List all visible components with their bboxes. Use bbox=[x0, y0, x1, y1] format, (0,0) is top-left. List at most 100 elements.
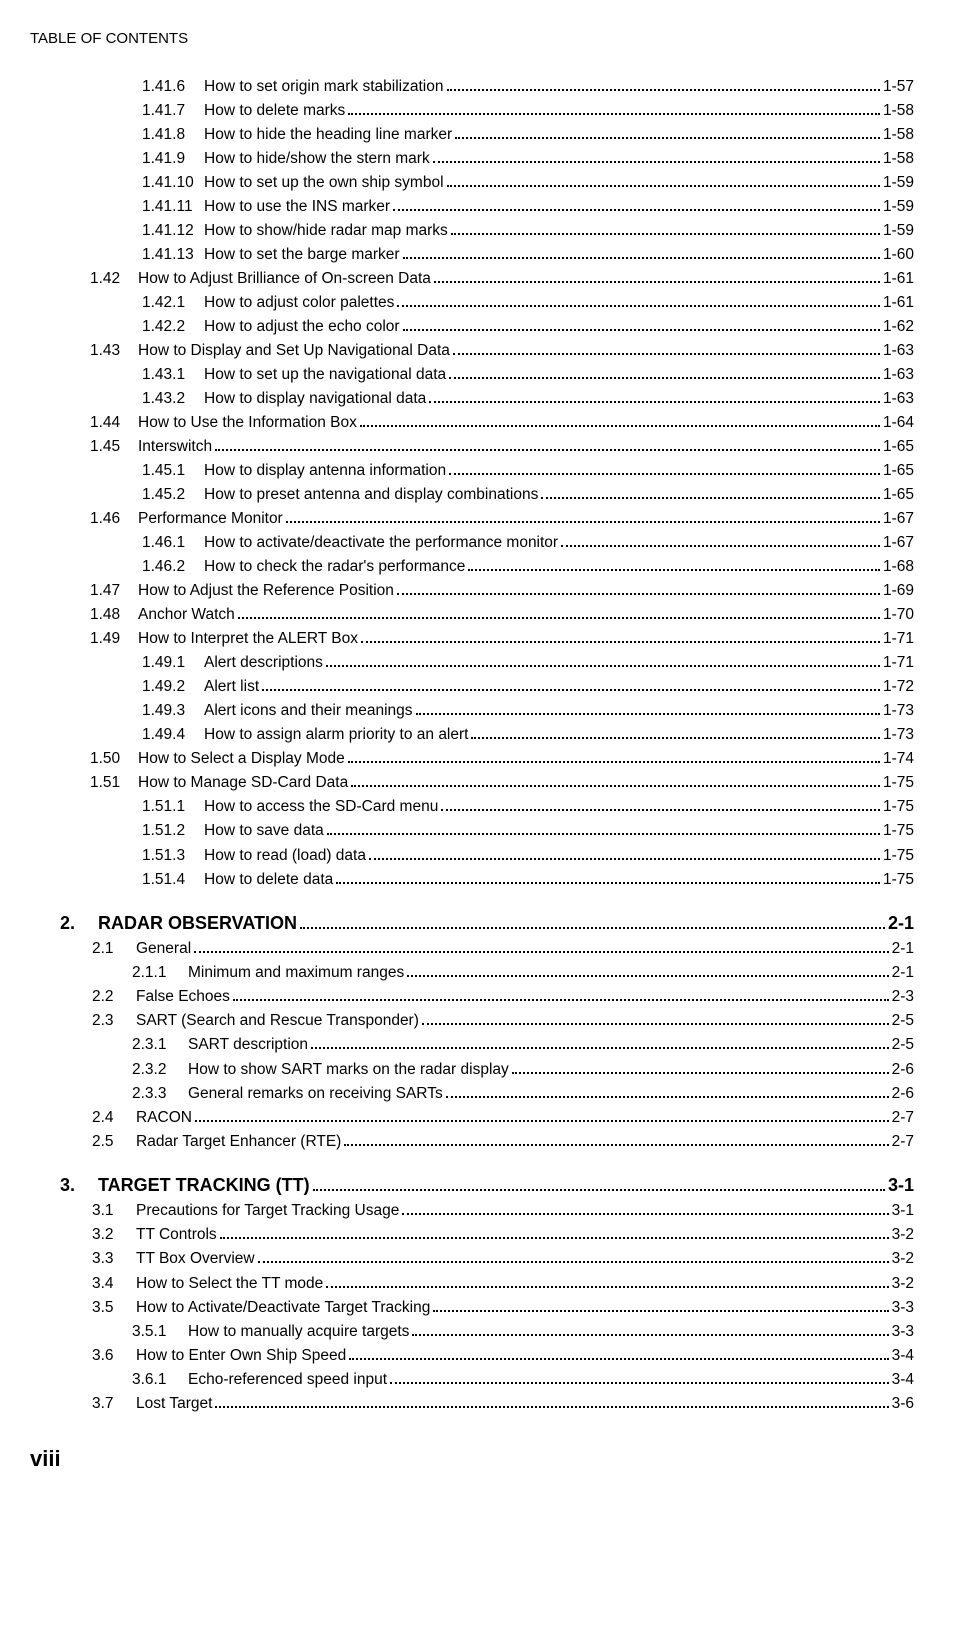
toc-leader-dots bbox=[300, 927, 885, 929]
toc-leader-dots bbox=[233, 999, 889, 1001]
toc-entry-number: 1.41.7 bbox=[142, 99, 200, 123]
toc-entry-page: 1-58 bbox=[883, 99, 914, 123]
toc-leader-dots bbox=[441, 809, 880, 811]
toc-entry-page: 2-5 bbox=[892, 1033, 914, 1057]
toc-entry-page: 2-6 bbox=[892, 1058, 914, 1082]
toc-entry-number: 1.41.13 bbox=[142, 243, 200, 267]
toc-leader-dots bbox=[327, 833, 880, 835]
toc-entry-number: 2.1 bbox=[92, 937, 132, 961]
toc-entry-number: 3.6.1 bbox=[132, 1368, 184, 1392]
toc-leader-dots bbox=[449, 473, 880, 475]
toc-entry-row: 2.1General2-1 bbox=[30, 937, 914, 961]
toc-entry-page: 1-71 bbox=[883, 651, 914, 675]
toc-entry-number: 1.47 bbox=[90, 579, 134, 603]
toc-entry-number: 3.1 bbox=[92, 1199, 132, 1223]
toc-entry-number: 1.51.1 bbox=[142, 795, 200, 819]
toc-entry-page: 1-75 bbox=[883, 844, 914, 868]
toc-entry-title: How to Display and Set Up Navigational D… bbox=[134, 339, 450, 363]
toc-entry-title: Alert descriptions bbox=[200, 651, 323, 675]
toc-entry-title: How to activate/deactivate the performan… bbox=[200, 531, 558, 555]
toc-entry-row: 1.49.3Alert icons and their meanings1-73 bbox=[30, 699, 914, 723]
toc-leader-dots bbox=[403, 329, 880, 331]
toc-chapter-row: 3.TARGET TRACKING (TT)3-1 bbox=[30, 1172, 914, 1200]
toc-entry-page: 1-64 bbox=[883, 411, 914, 435]
toc-entry-page: 1-63 bbox=[883, 363, 914, 387]
toc-leader-dots bbox=[361, 641, 880, 643]
page-header: TABLE OF CONTENTS bbox=[30, 30, 914, 47]
toc-entry-title: How to set up the navigational data bbox=[200, 363, 446, 387]
toc-entry-row: 1.51How to Manage SD-Card Data1-75 bbox=[30, 771, 914, 795]
toc-entry-row: 3.7Lost Target3-6 bbox=[30, 1392, 914, 1416]
toc-entry-number: 1.51.4 bbox=[142, 868, 200, 892]
toc-entry-title: General bbox=[132, 937, 191, 961]
toc-entry-title: How to read (load) data bbox=[200, 844, 366, 868]
toc-entry-title: TT Controls bbox=[132, 1223, 217, 1247]
toc-entry-number: 1.41.9 bbox=[142, 147, 200, 171]
toc-leader-dots bbox=[455, 137, 880, 139]
toc-entry-number: 1.41.8 bbox=[142, 123, 200, 147]
toc-entry-row: 1.49.4How to assign alarm priority to an… bbox=[30, 723, 914, 747]
toc-entry-title: Alert list bbox=[200, 675, 259, 699]
toc-entry-row: 1.41.12How to show/hide radar map marks1… bbox=[30, 219, 914, 243]
toc-entry-row: 1.47How to Adjust the Reference Position… bbox=[30, 579, 914, 603]
toc-leader-dots bbox=[258, 1261, 889, 1263]
toc-leader-dots bbox=[468, 569, 880, 571]
toc-entry-row: 3.2TT Controls3-2 bbox=[30, 1223, 914, 1247]
toc-leader-dots bbox=[351, 785, 880, 787]
toc-leader-dots bbox=[416, 713, 880, 715]
toc-entry-title: Minimum and maximum ranges bbox=[184, 961, 404, 985]
toc-entry-title: Anchor Watch bbox=[134, 603, 235, 627]
toc-entry-row: 2.1.1Minimum and maximum ranges2-1 bbox=[30, 961, 914, 985]
toc-entry-row: 1.41.13How to set the barge marker1-60 bbox=[30, 243, 914, 267]
toc-entry-title: How to Use the Information Box bbox=[134, 411, 357, 435]
toc-leader-dots bbox=[326, 665, 880, 667]
toc-entry-page: 1-65 bbox=[883, 483, 914, 507]
toc-entry-title: How to check the radar's performance bbox=[200, 555, 465, 579]
toc-leader-dots bbox=[402, 1213, 888, 1215]
toc-entry-number: 1.46.1 bbox=[142, 531, 200, 555]
toc-entry-number: 2.3.3 bbox=[132, 1082, 184, 1106]
toc-entry-row: 1.43How to Display and Set Up Navigation… bbox=[30, 339, 914, 363]
toc-entry-title: General remarks on receiving SARTs bbox=[184, 1082, 443, 1106]
toc-entry-row: 1.44How to Use the Information Box1-64 bbox=[30, 411, 914, 435]
toc-entry-page: 1-61 bbox=[883, 291, 914, 315]
toc-entry-title: How to delete marks bbox=[200, 99, 345, 123]
toc-entry-page: 3-1 bbox=[888, 1172, 914, 1200]
toc-entry-title: How to Activate/Deactivate Target Tracki… bbox=[132, 1296, 430, 1320]
toc-entry-row: 1.49.2Alert list1-72 bbox=[30, 675, 914, 699]
toc-entry-title: How to display navigational data bbox=[200, 387, 426, 411]
toc-leader-dots bbox=[195, 1120, 889, 1122]
toc-leader-dots bbox=[403, 257, 880, 259]
toc-entry-page: 1-75 bbox=[883, 771, 914, 795]
toc-entry-title: Interswitch bbox=[134, 435, 212, 459]
toc-entry-page: 1-63 bbox=[883, 387, 914, 411]
toc-entry-row: 3.1Precautions for Target Tracking Usage… bbox=[30, 1199, 914, 1223]
toc-entry-number: 1.48 bbox=[90, 603, 134, 627]
toc-entry-title: How to display antenna information bbox=[200, 459, 446, 483]
toc-entry-title: RACON bbox=[132, 1106, 192, 1130]
toc-leader-dots bbox=[412, 1334, 888, 1336]
toc-entry-row: 1.45.1How to display antenna information… bbox=[30, 459, 914, 483]
toc-chapter-row: 2.RADAR OBSERVATION2-1 bbox=[30, 910, 914, 938]
toc-entry-title: TT Box Overview bbox=[132, 1247, 255, 1271]
toc-entry-number: 1.49 bbox=[90, 627, 134, 651]
toc-entry-title: Lost Target bbox=[132, 1392, 212, 1416]
toc-entry-title: How to hide the heading line marker bbox=[200, 123, 452, 147]
toc-entry-row: 1.46.2How to check the radar's performan… bbox=[30, 555, 914, 579]
toc-leader-dots bbox=[336, 882, 880, 884]
toc-leader-dots bbox=[471, 737, 880, 739]
toc-entry-page: 1-65 bbox=[883, 459, 914, 483]
toc-entry-page: 1-65 bbox=[883, 435, 914, 459]
toc-entry-page: 1-67 bbox=[883, 507, 914, 531]
toc-entry-title: How to adjust color palettes bbox=[200, 291, 394, 315]
toc-entry-number: 1.51.2 bbox=[142, 819, 200, 843]
toc-entry-title: RADAR OBSERVATION bbox=[94, 910, 297, 938]
toc-entry-number: 3.5.1 bbox=[132, 1320, 184, 1344]
toc-entry-page: 1-63 bbox=[883, 339, 914, 363]
toc-entry-title: How to hide/show the stern mark bbox=[200, 147, 430, 171]
toc-entry-row: 1.48Anchor Watch1-70 bbox=[30, 603, 914, 627]
toc-entry-page: 1-58 bbox=[883, 147, 914, 171]
toc-entry-number: 1.41.10 bbox=[142, 171, 200, 195]
toc-entry-number: 1.45.1 bbox=[142, 459, 200, 483]
toc-entry-row: 1.50How to Select a Display Mode1-74 bbox=[30, 747, 914, 771]
